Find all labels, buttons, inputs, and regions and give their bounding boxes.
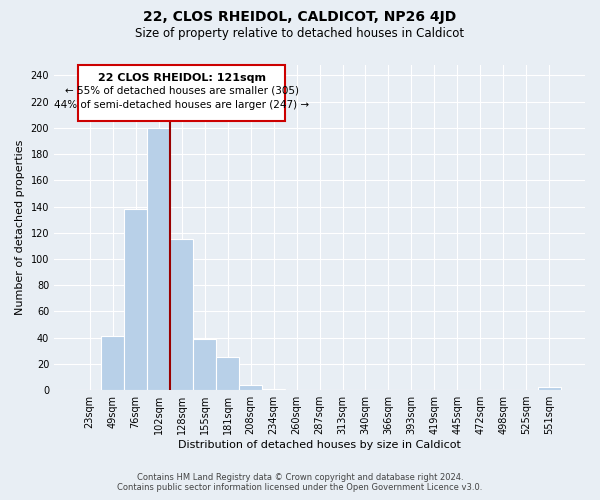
Text: 22, CLOS RHEIDOL, CALDICOT, NP26 4JD: 22, CLOS RHEIDOL, CALDICOT, NP26 4JD: [143, 10, 457, 24]
Bar: [262, 389, 285, 390]
Bar: [124, 209, 147, 390]
Text: 22 CLOS RHEIDOL: 121sqm: 22 CLOS RHEIDOL: 121sqm: [98, 73, 266, 83]
Text: Contains HM Land Registry data © Crown copyright and database right 2024.: Contains HM Land Registry data © Crown c…: [137, 474, 463, 482]
Bar: [147, 128, 170, 390]
Bar: [101, 336, 124, 390]
Y-axis label: Number of detached properties: Number of detached properties: [15, 140, 25, 315]
Bar: [216, 358, 239, 390]
Bar: [170, 240, 193, 390]
Text: ← 55% of detached houses are smaller (305): ← 55% of detached houses are smaller (30…: [65, 86, 299, 96]
Text: 44% of semi-detached houses are larger (247) →: 44% of semi-detached houses are larger (…: [54, 100, 309, 110]
Bar: [538, 388, 561, 390]
Bar: [239, 385, 262, 390]
Text: Contains public sector information licensed under the Open Government Licence v3: Contains public sector information licen…: [118, 484, 482, 492]
Bar: [193, 339, 216, 390]
X-axis label: Distribution of detached houses by size in Caldicot: Distribution of detached houses by size …: [178, 440, 461, 450]
FancyBboxPatch shape: [78, 65, 285, 122]
Text: Size of property relative to detached houses in Caldicot: Size of property relative to detached ho…: [136, 28, 464, 40]
